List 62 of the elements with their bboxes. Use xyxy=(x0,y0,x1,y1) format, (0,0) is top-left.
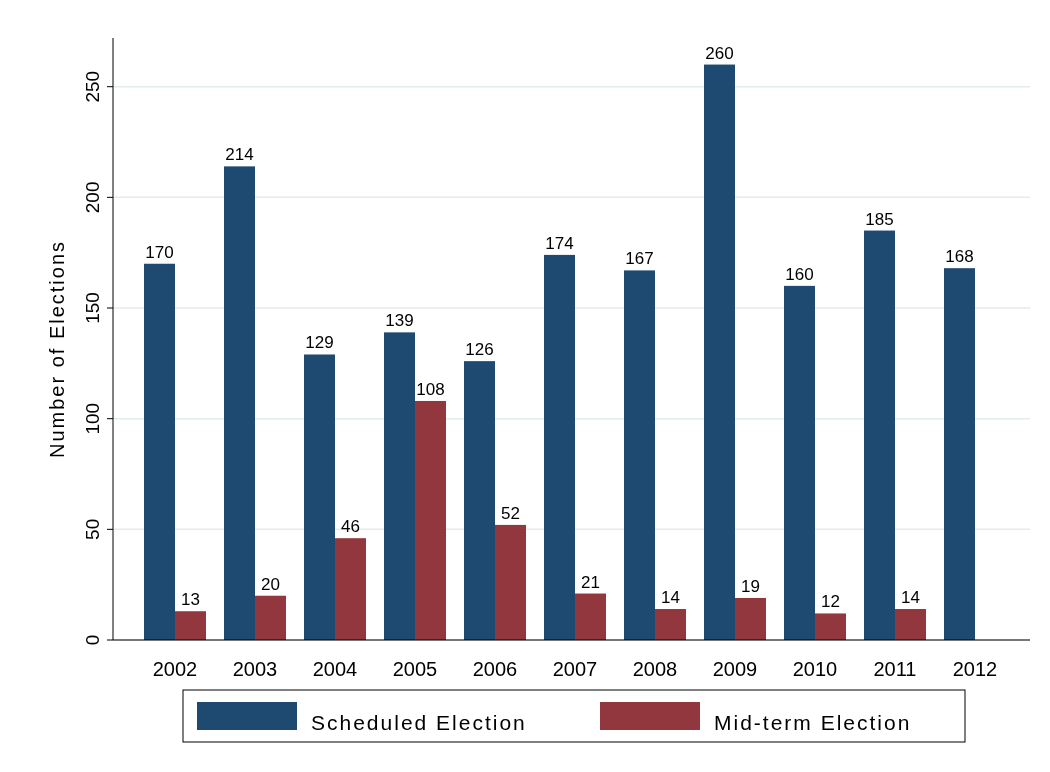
data-label: 139 xyxy=(385,311,414,331)
data-label: 14 xyxy=(901,588,920,608)
data-label: 214 xyxy=(225,145,254,165)
y-tick-label: 100 xyxy=(82,402,103,435)
data-label: 170 xyxy=(145,242,174,262)
data-label: 185 xyxy=(865,209,894,229)
data-label: 108 xyxy=(416,379,445,399)
bar xyxy=(544,254,575,640)
bar xyxy=(175,611,206,640)
x-tick-label: 2003 xyxy=(232,658,278,680)
data-label: 167 xyxy=(625,249,654,269)
data-label: 168 xyxy=(945,247,974,267)
x-tick-label: 2008 xyxy=(632,658,678,680)
bar xyxy=(575,593,606,640)
data-label: 12 xyxy=(821,592,840,612)
bar xyxy=(335,538,366,640)
data-label: 52 xyxy=(501,503,520,523)
data-label: 260 xyxy=(705,43,734,63)
y-axis-title: Number of Elections xyxy=(46,239,68,459)
y-tick-label: 0 xyxy=(82,634,103,646)
data-label: 160 xyxy=(785,264,814,284)
x-tick-label: 2002 xyxy=(152,658,198,680)
bar xyxy=(415,400,446,640)
data-label: 19 xyxy=(741,576,760,596)
bar xyxy=(815,613,846,640)
bar xyxy=(304,354,335,640)
bar xyxy=(944,268,975,640)
bar xyxy=(144,263,175,640)
y-tick-label: 50 xyxy=(82,518,103,540)
y-tick-label: 150 xyxy=(82,292,103,324)
bar xyxy=(255,595,286,640)
data-label: 14 xyxy=(661,588,680,608)
bar xyxy=(624,270,655,640)
data-label: 20 xyxy=(261,574,280,594)
data-label: 129 xyxy=(305,333,334,353)
legend-label: Scheduled Election xyxy=(311,711,527,734)
x-tick-label: 2012 xyxy=(952,658,998,680)
x-tick-label: 2006 xyxy=(472,658,518,680)
x-tick-label: 2007 xyxy=(552,658,598,680)
bar xyxy=(864,230,895,640)
bar xyxy=(784,285,815,640)
bar xyxy=(384,332,415,640)
data-label: 13 xyxy=(181,590,200,610)
data-label: 46 xyxy=(341,517,360,537)
x-tick-label: 2005 xyxy=(392,658,438,680)
bar xyxy=(895,609,926,640)
x-tick-label: 2011 xyxy=(873,658,917,680)
x-tick-label: 2010 xyxy=(792,658,838,680)
y-tick-label: 250 xyxy=(82,70,103,103)
data-label: 21 xyxy=(581,572,600,592)
x-tick-label: 2004 xyxy=(312,658,358,680)
y-tick-label: 200 xyxy=(82,181,103,214)
bar xyxy=(704,64,735,640)
bar xyxy=(735,597,766,640)
bar xyxy=(464,361,495,640)
legend-label: Mid-term Election xyxy=(714,711,912,734)
bar xyxy=(655,609,686,640)
x-tick-label: 2009 xyxy=(712,658,758,680)
data-label: 174 xyxy=(545,233,574,253)
bar xyxy=(224,166,255,640)
data-label: 126 xyxy=(465,340,494,360)
bar xyxy=(495,524,526,640)
